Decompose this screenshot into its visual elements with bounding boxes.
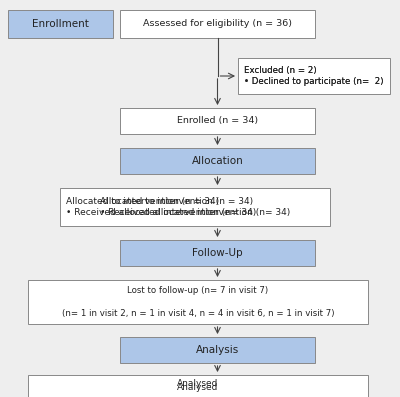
Text: Excluded (n = 2)
• Declined to participate (n=  2): Excluded (n = 2) • Declined to participa… (244, 66, 384, 87)
Text: Assessed for eligibility (n = 36): Assessed for eligibility (n = 36) (143, 19, 292, 29)
Text: Enrolled (n = 34): Enrolled (n = 34) (177, 116, 258, 125)
FancyBboxPatch shape (120, 148, 315, 174)
FancyBboxPatch shape (120, 108, 315, 134)
FancyBboxPatch shape (120, 240, 315, 266)
Text: Allocated to intervention (n = 34)
• Received allocated intervention (n= 34): Allocated to intervention (n = 34) • Rec… (100, 197, 290, 218)
FancyBboxPatch shape (238, 58, 390, 94)
FancyBboxPatch shape (28, 280, 368, 324)
FancyBboxPatch shape (28, 375, 368, 397)
Text: Lost to follow-up (n= 7 in visit 7)

(n= 1 in visit 2, n = 1 in visit 4, n = 4 i: Lost to follow-up (n= 7 in visit 7) (n= … (62, 286, 334, 318)
FancyBboxPatch shape (120, 337, 315, 363)
Text: Allocation: Allocation (192, 156, 243, 166)
FancyBboxPatch shape (60, 188, 330, 226)
Text: Analysed: Analysed (177, 382, 219, 391)
Text: Analysis: Analysis (196, 345, 239, 355)
Text: Allocated to intervention (n = 34)
• Received allocated intervention (n= 34): Allocated to intervention (n = 34) • Rec… (66, 197, 256, 218)
Text: Enrollment: Enrollment (32, 19, 89, 29)
Text: Excluded (n = 2)
• Declined to participate (n=  2): Excluded (n = 2) • Declined to participa… (244, 66, 384, 87)
FancyBboxPatch shape (120, 10, 315, 38)
Text: Analysed: Analysed (177, 378, 219, 387)
Text: Follow-Up: Follow-Up (192, 248, 243, 258)
FancyBboxPatch shape (8, 10, 113, 38)
